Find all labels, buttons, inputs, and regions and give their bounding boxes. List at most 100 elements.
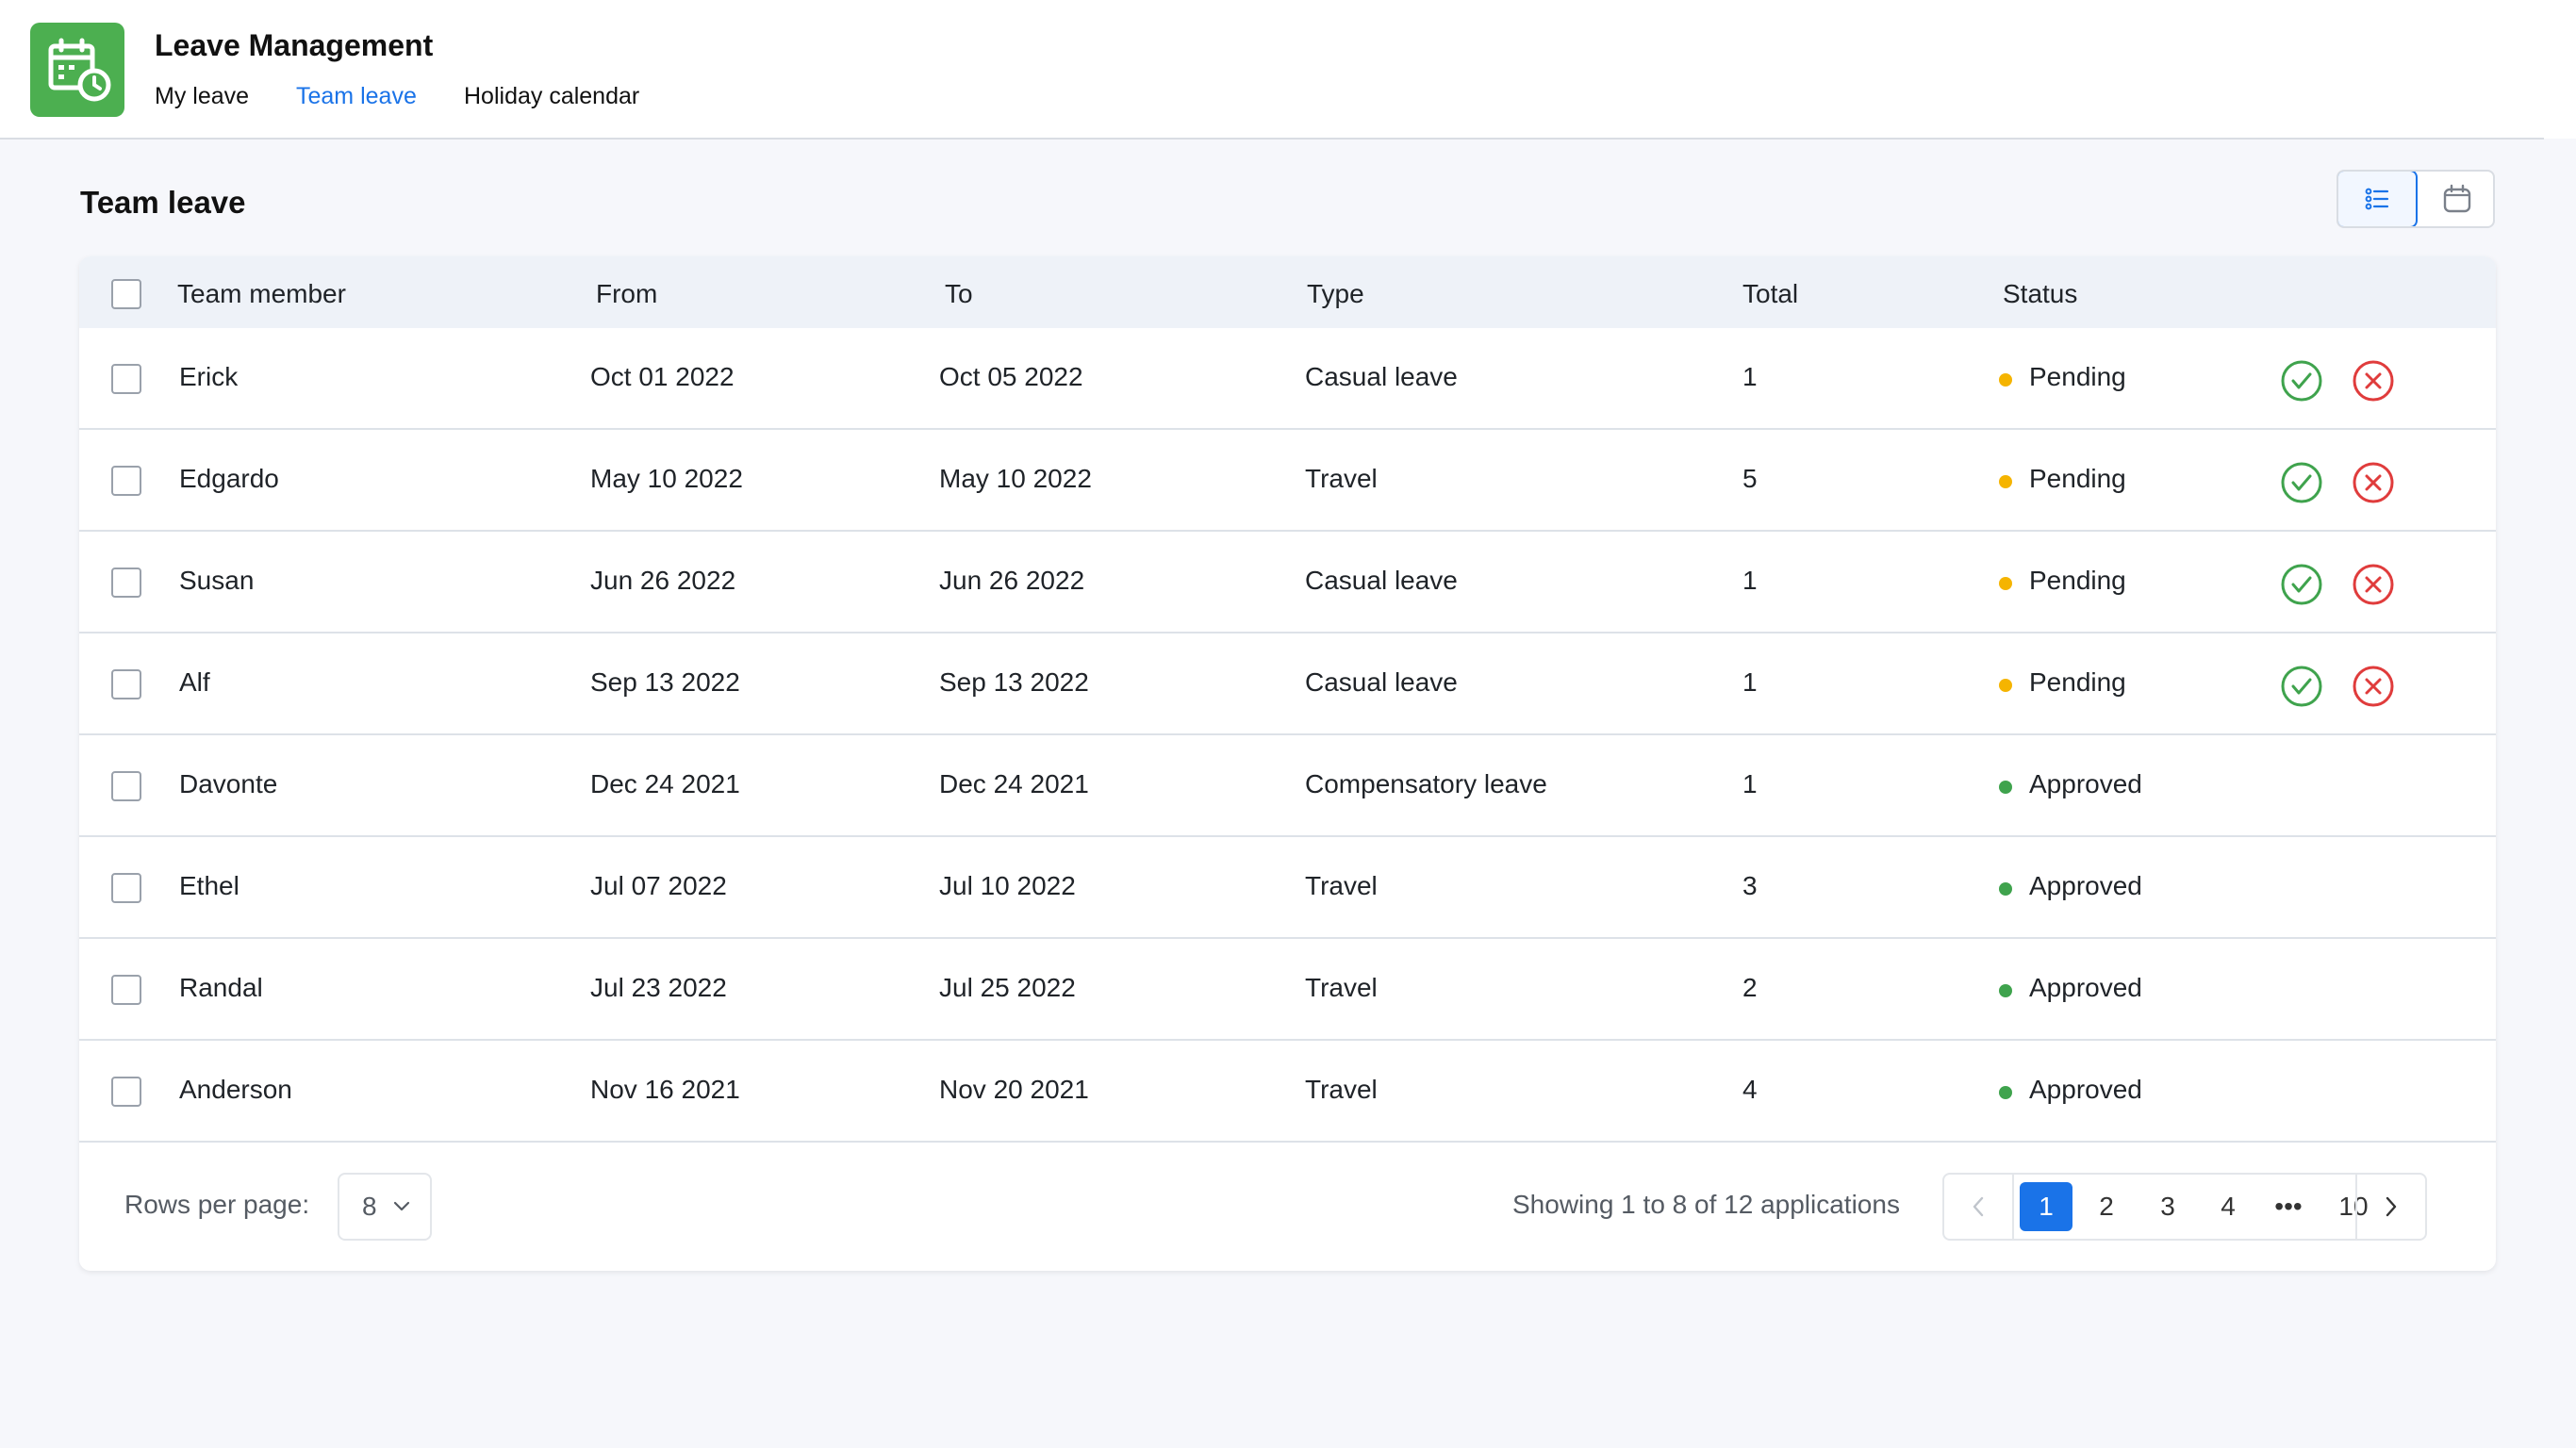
rows-per-page-select[interactable]: 8 [338, 1173, 432, 1241]
approve-button[interactable] [2280, 461, 2323, 504]
x-circle-icon [2353, 564, 2394, 605]
status-dot [1999, 577, 2012, 590]
status-dot [1999, 679, 2012, 692]
table-header: Team member From To Type Total Status [79, 256, 2496, 328]
status-dot [1999, 882, 2012, 896]
cell-total: 2 [1742, 973, 1758, 1002]
list-view-button[interactable] [2338, 172, 2418, 226]
next-page-button[interactable] [2355, 1175, 2425, 1239]
reject-button[interactable] [2352, 665, 2395, 708]
row-checkbox[interactable] [111, 975, 141, 1005]
column-header-from[interactable]: From [596, 279, 658, 308]
row-checkbox[interactable] [111, 364, 141, 394]
page-number-button[interactable]: 2 [2099, 1192, 2114, 1221]
tab-team-leave[interactable]: Team leave [296, 83, 417, 109]
approve-button[interactable] [2280, 359, 2323, 403]
cell-member: Anderson [179, 1075, 292, 1104]
table-row[interactable]: Randal Jul 23 2022 Jul 25 2022 Travel 2 Appro… [79, 939, 2496, 1041]
page-number-button[interactable]: 10 [2338, 1192, 2369, 1221]
app-header: Leave Management My leave Team leave Hol… [0, 0, 2576, 139]
chevron-left-icon [1973, 1196, 1984, 1217]
page-title: Team leave [80, 185, 246, 220]
header-divider [0, 138, 2544, 140]
cell-member: Erick [179, 362, 239, 391]
tab-my-leave[interactable]: My leave [155, 83, 250, 109]
reject-button[interactable] [2352, 359, 2395, 403]
leave-table: Team member From To Type Total Status Er… [79, 256, 2496, 1271]
row-checkbox[interactable] [111, 873, 141, 903]
approve-button[interactable] [2280, 665, 2323, 708]
table-row[interactable]: Davonte Dec 24 2021 Dec 24 2021 Compensator… [79, 735, 2496, 837]
previous-page-button[interactable] [1944, 1175, 2014, 1239]
cell-type: Casual leave [1305, 566, 1458, 595]
chevron-down-icon [393, 1201, 410, 1211]
page-number-button[interactable]: 4 [2221, 1192, 2236, 1221]
cell-from: Jul 07 2022 [590, 871, 727, 900]
cell-from: Jun 26 2022 [590, 566, 736, 595]
cell-member: Alf [179, 667, 210, 697]
page-number-button[interactable]: 1 [2020, 1182, 2072, 1231]
cell-total: 5 [1742, 464, 1758, 493]
reject-button[interactable] [2352, 461, 2395, 504]
cell-total: 1 [1742, 566, 1758, 595]
approve-button[interactable] [2280, 563, 2323, 606]
cell-to: Jul 25 2022 [939, 973, 1076, 1002]
view-toggle [2337, 170, 2495, 228]
cell-to: Dec 24 2021 [939, 769, 1089, 798]
cell-member: Ethel [179, 871, 239, 900]
status-badge: Approved [2029, 1075, 2142, 1104]
calendar-clock-icon [30, 23, 124, 117]
row-checkbox[interactable] [111, 1077, 141, 1107]
cell-from: Dec 24 2021 [590, 769, 740, 798]
x-circle-icon [2353, 360, 2394, 402]
cell-member: Davonte [179, 769, 278, 798]
table-row[interactable]: Ethel Jul 07 2022 Jul 10 2022 Travel 3 Approv… [79, 837, 2496, 939]
calendar-view-button[interactable] [2418, 172, 2493, 226]
rows-per-page-value: 8 [362, 1192, 377, 1221]
table-row[interactable]: Susan Jun 26 2022 Jun 26 2022 Casual leave 1… [79, 532, 2496, 634]
pagination: 1 2 3 4 ••• 10 [1942, 1173, 2427, 1241]
check-circle-icon [2281, 360, 2322, 402]
column-header-type[interactable]: Type [1307, 279, 1364, 308]
status-badge: Approved [2029, 769, 2142, 798]
cell-from: Jul 23 2022 [590, 973, 727, 1002]
table-row[interactable]: Edgardo May 10 2022 May 10 2022 Travel 5 Pend… [79, 430, 2496, 532]
tab-holiday-calendar[interactable]: Holiday calendar [464, 83, 640, 109]
column-header-total[interactable]: Total [1742, 279, 1799, 308]
table-row[interactable]: Anderson Nov 16 2021 Nov 20 2021 Travel 4 App… [79, 1041, 2496, 1143]
cell-member: Randal [179, 973, 263, 1002]
cell-from: Sep 13 2022 [590, 667, 740, 697]
row-checkbox[interactable] [111, 466, 141, 496]
status-dot [1999, 984, 2012, 997]
column-header-member[interactable]: Team member [177, 279, 346, 308]
status-badge: Approved [2029, 973, 2142, 1002]
list-view-icon [2365, 188, 2389, 210]
row-checkbox[interactable] [111, 669, 141, 699]
status-badge: Pending [2029, 464, 2126, 493]
status-badge: Pending [2029, 667, 2126, 697]
status-badge: Pending [2029, 566, 2126, 595]
reject-button[interactable] [2352, 563, 2395, 606]
cell-type: Travel [1305, 871, 1378, 900]
x-circle-icon [2353, 666, 2394, 707]
check-circle-icon [2281, 462, 2322, 503]
cell-from: May 10 2022 [590, 464, 743, 493]
page-number-button[interactable]: 3 [2160, 1192, 2175, 1221]
cell-total: 1 [1742, 769, 1758, 798]
cell-total: 4 [1742, 1075, 1758, 1104]
row-checkbox[interactable] [111, 771, 141, 801]
column-header-status[interactable]: Status [2003, 279, 2078, 308]
select-all-checkbox[interactable] [111, 279, 141, 309]
pagination-summary: Showing 1 to 8 of 12 applications [1512, 1190, 1900, 1219]
table-row[interactable]: Alf Sep 13 2022 Sep 13 2022 Casual leave 1 Pe… [79, 634, 2496, 735]
cell-type: Travel [1305, 1075, 1378, 1104]
rows-per-page-label: Rows per page: [124, 1190, 310, 1219]
cell-to: May 10 2022 [939, 464, 1092, 493]
check-circle-icon [2281, 564, 2322, 605]
status-dot [1999, 781, 2012, 794]
cell-from: Oct 01 2022 [590, 362, 735, 391]
page-ellipsis[interactable]: ••• [2274, 1192, 2303, 1221]
table-row[interactable]: Erick Oct 01 2022 Oct 05 2022 Casual leave 1… [79, 328, 2496, 430]
column-header-to[interactable]: To [945, 279, 973, 308]
row-checkbox[interactable] [111, 568, 141, 598]
